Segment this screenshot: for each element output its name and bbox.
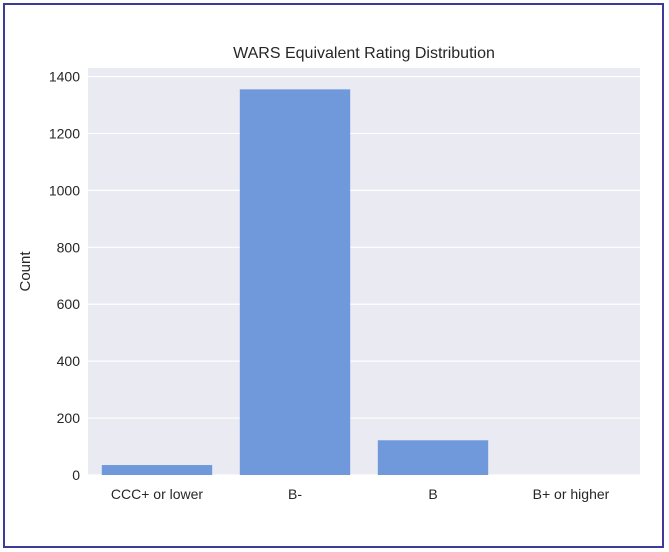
y-axis-label: Count [17,251,34,292]
y-axis-ticks: 0 200 400 600 800 1000 1200 1400 [49,69,80,483]
y-tick-label: 1000 [49,182,80,198]
y-tick-label: 0 [72,467,80,483]
x-tick-label: B [428,486,437,502]
y-tick-label: 1200 [49,125,80,141]
bar [377,440,489,475]
y-tick-label: 800 [57,239,81,255]
y-tick-label: 600 [57,296,81,312]
bars [101,89,489,475]
bar [101,465,213,475]
y-tick-label: 400 [57,353,81,369]
x-tick-label: CCC+ or lower [111,486,204,502]
x-axis-ticks: CCC+ or lower B- B B+ or higher [111,486,610,502]
x-tick-label: B- [288,486,302,502]
bar [239,89,351,475]
chart-title: WARS Equivalent Rating Distribution [233,45,495,62]
y-tick-label: 200 [57,410,81,426]
plot-area [88,68,640,475]
x-tick-label: B+ or higher [533,486,610,502]
y-tick-label: 1400 [49,69,80,85]
